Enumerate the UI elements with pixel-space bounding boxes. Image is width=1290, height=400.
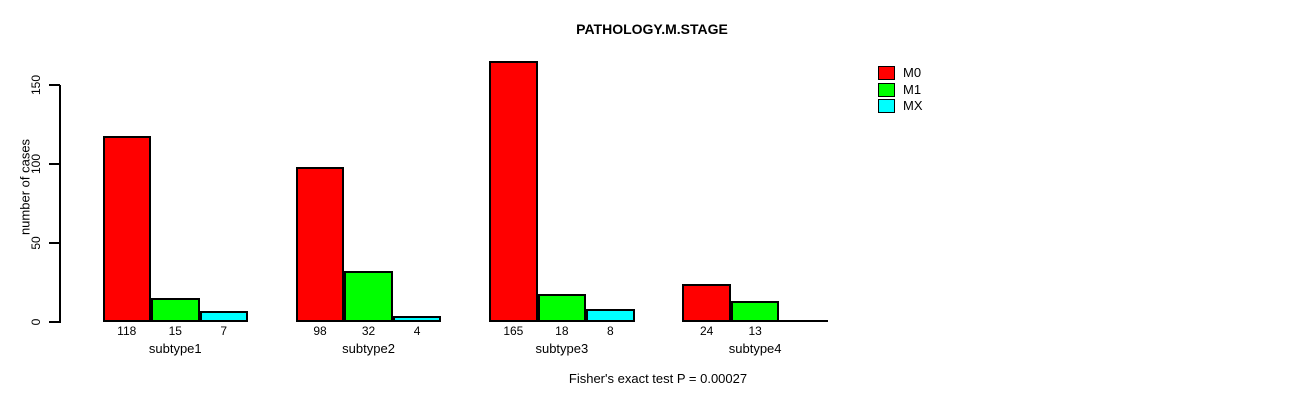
bar-value-label: 13 (748, 324, 762, 338)
y-axis-tick (49, 163, 60, 165)
bar-mx-subtype1 (199, 310, 248, 322)
bar-value-label: 15 (168, 324, 182, 338)
legend-swatch-m0 (878, 66, 895, 80)
bar-m0-subtype2 (295, 167, 345, 322)
bar-value-label: 118 (117, 324, 137, 338)
y-axis-tick-label: 150 (29, 74, 43, 96)
y-axis-tick-label: 0 (29, 318, 43, 326)
y-axis-tick (49, 242, 60, 244)
category-label-subtype3: subtype3 (535, 341, 589, 356)
bar-value-label: 7 (220, 324, 228, 338)
y-axis-tick (49, 84, 60, 86)
bar-m1-subtype3 (537, 293, 587, 322)
bar-value-label: 4 (413, 324, 421, 338)
legend-label-m1: M1 (903, 81, 922, 97)
bar-value-label: 98 (313, 324, 327, 338)
bar-m0-subtype1 (102, 135, 151, 322)
legend-swatch-mx (878, 99, 895, 113)
chart-title: PATHOLOGY.M.STAGE (576, 21, 728, 37)
bar-m1-subtype4 (730, 301, 780, 322)
y-axis-tick-label: 50 (29, 236, 43, 250)
bar-m0-subtype3 (489, 61, 538, 322)
y-axis-line (59, 85, 61, 323)
bar-value-label: 8 (607, 324, 614, 338)
legend-label-mx: MX (903, 98, 923, 113)
bar-value-label: 24 (699, 324, 714, 338)
y-axis-tick-label: 100 (29, 153, 43, 175)
bar-value-label: 165 (503, 324, 524, 338)
legend-label-m0: M0 (903, 65, 922, 80)
bar-m1-subtype2 (344, 271, 393, 322)
bar-m1-subtype1 (151, 298, 200, 322)
category-label-subtype4: subtype4 (728, 341, 782, 356)
category-label-subtype2: subtype2 (342, 341, 395, 356)
bar-mx-subtype3 (586, 309, 635, 322)
bar-value-label: 18 (555, 324, 569, 338)
bar-mx-subtype4 (779, 320, 828, 322)
bar-mx-subtype2 (392, 315, 442, 322)
annotation-text: Fisher's exact test P = 0.00027 (568, 371, 748, 386)
bar-m0-subtype4 (682, 284, 731, 322)
category-label-subtype1: subtype1 (148, 341, 202, 356)
bar-value-label: 32 (361, 324, 376, 338)
legend-swatch-m1 (878, 82, 895, 97)
y-axis-tick (49, 321, 60, 323)
